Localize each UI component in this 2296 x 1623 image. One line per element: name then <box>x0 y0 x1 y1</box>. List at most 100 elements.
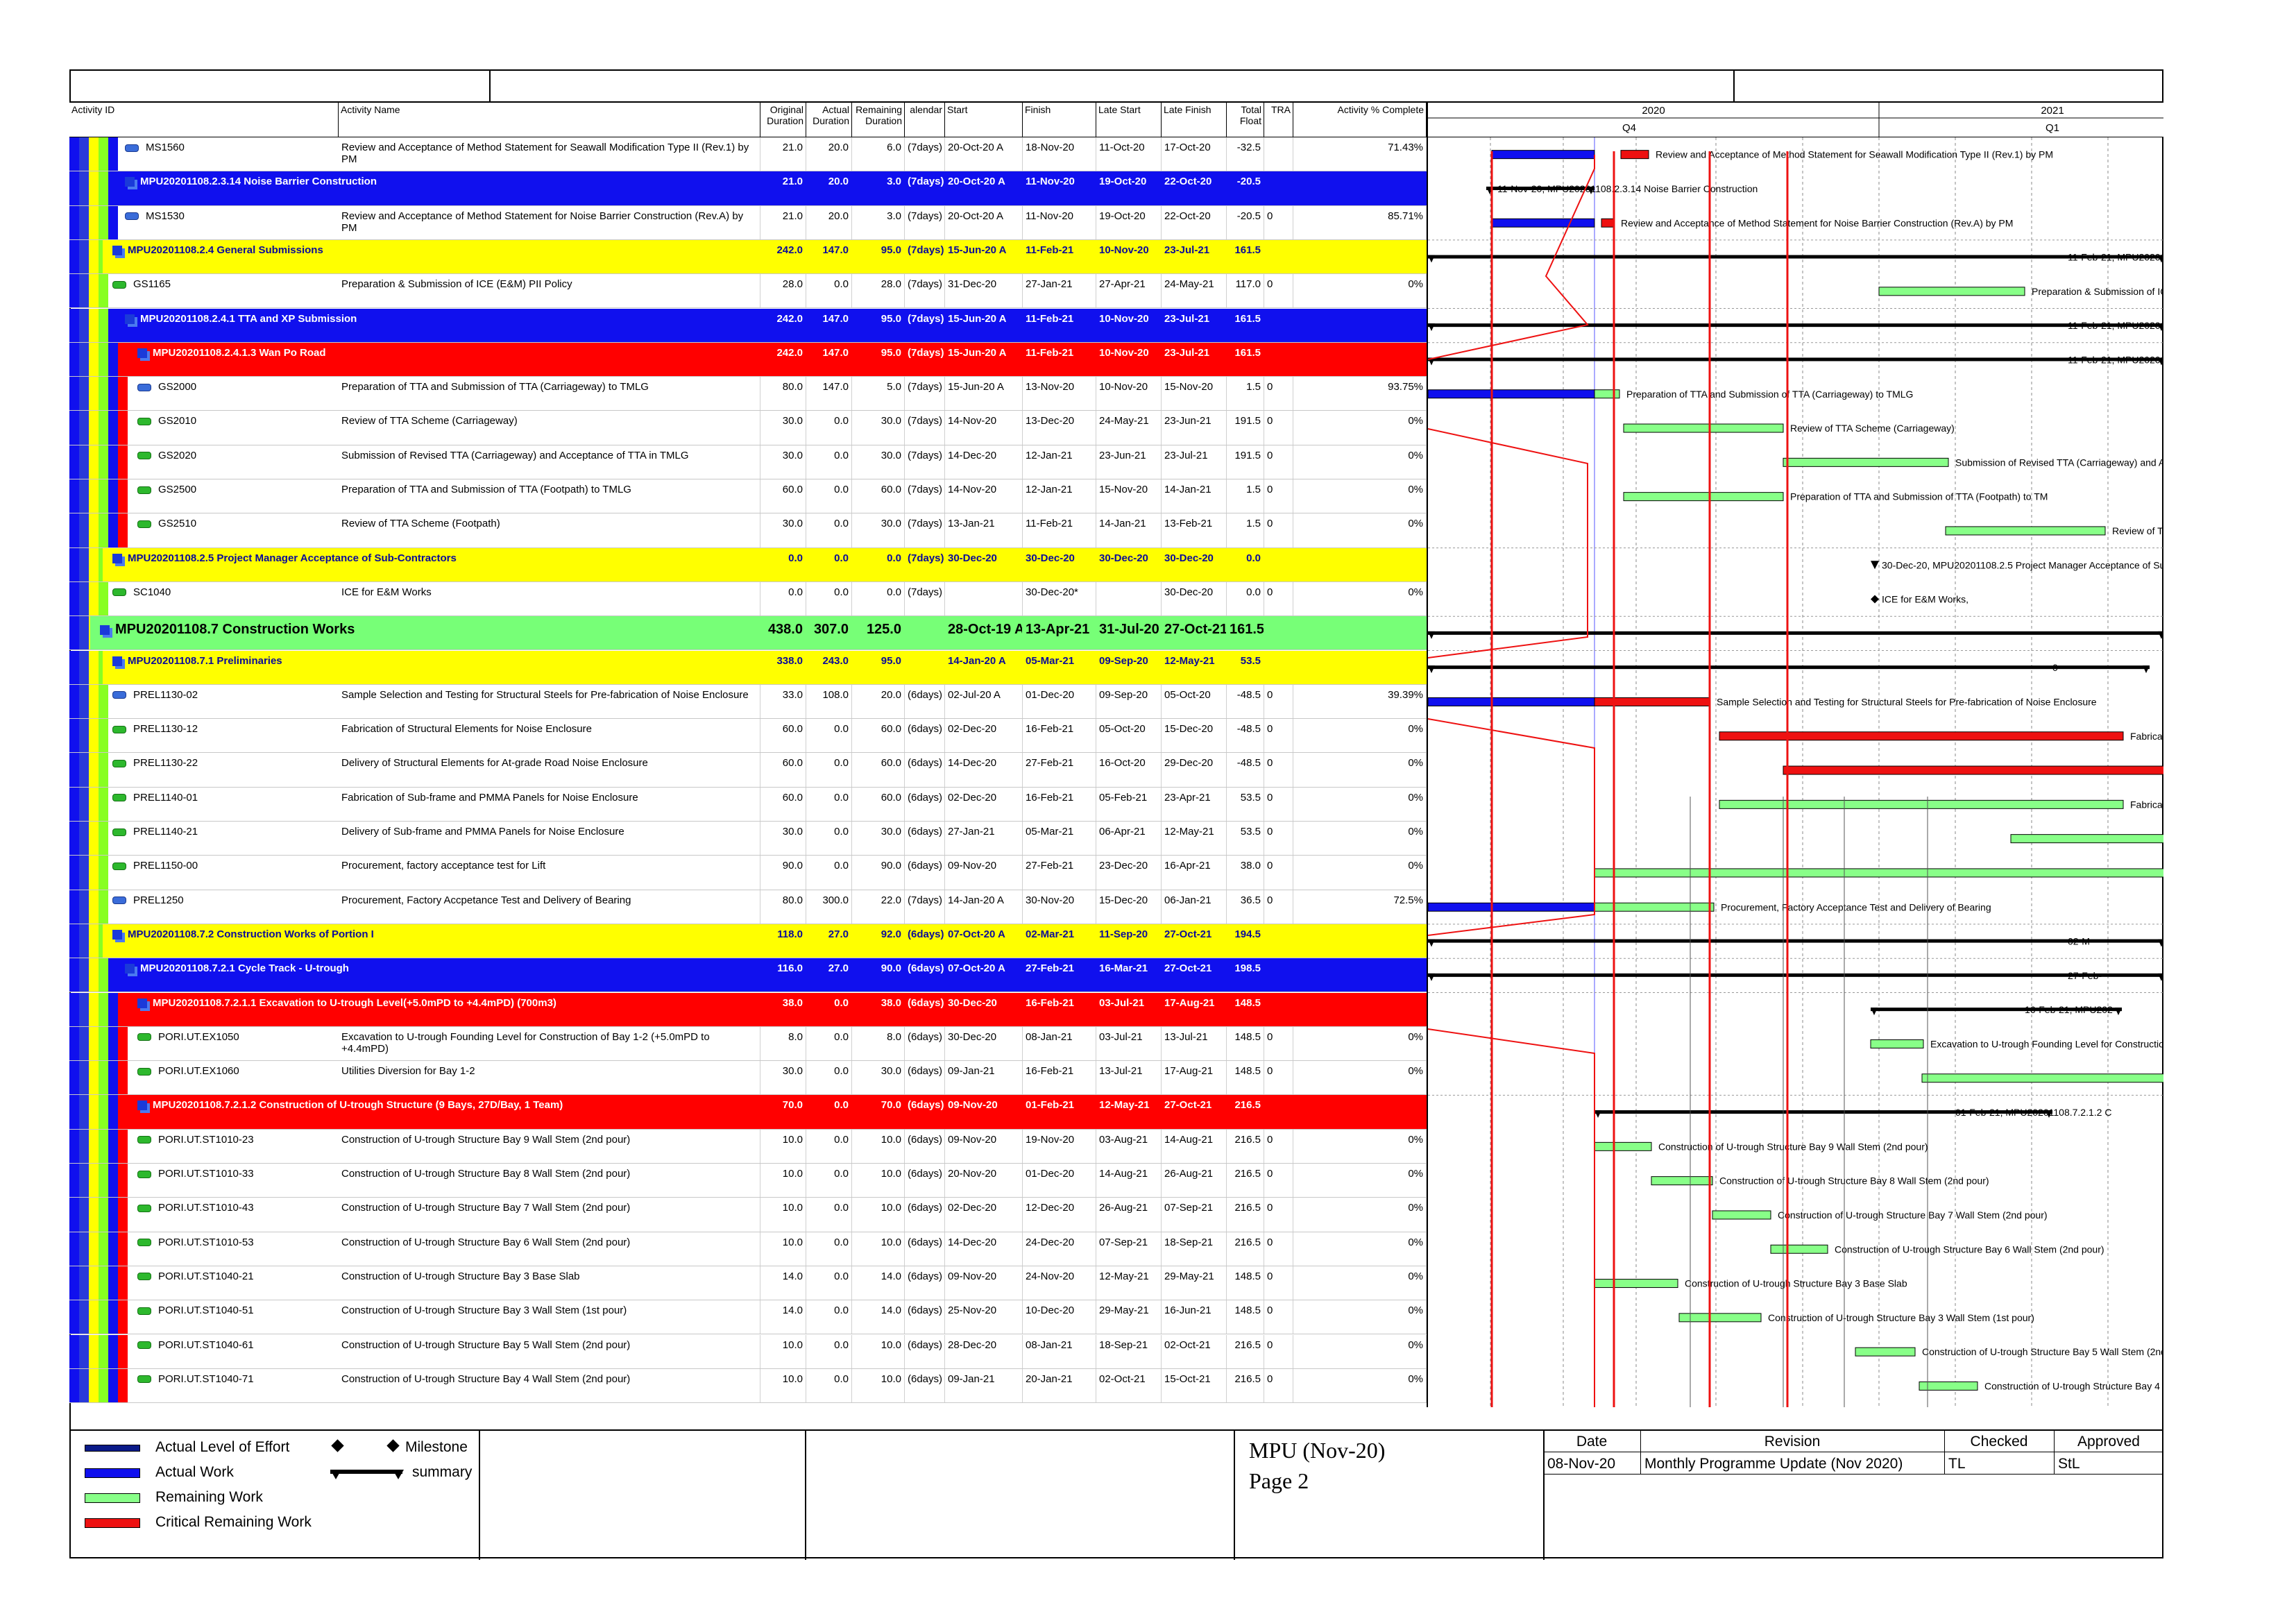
header-calendar[interactable]: alendar <box>905 103 945 137</box>
table-row[interactable]: PREL1130-02 Sample Selection and Testing … <box>69 684 1427 720</box>
actual-duration: 0.0 <box>806 856 852 890</box>
wbs-level-stripe <box>108 137 118 171</box>
header-original-duration[interactable]: Original Duration <box>760 103 806 137</box>
summary-bar-start-icon <box>1428 323 1435 332</box>
header-pct-complete[interactable]: Activity % Complete <box>1293 103 1427 137</box>
wbs-row[interactable]: MPU20201108.2.4.1 TTA and XP Submission 2… <box>69 308 1427 343</box>
wbs-row[interactable]: MPU20201108.7.2.1.2 Construction of U-tr… <box>69 1095 1427 1130</box>
table-row[interactable]: GS1165 Preparation & Submission of ICE (E… <box>69 274 1427 309</box>
gantt-chart[interactable]: 2020 2021 Q4 Q1 Review and Acceptance of Met… <box>1427 103 2163 1407</box>
table-row[interactable]: PORI.UT.ST1010-33 Construction of U-troug… <box>69 1164 1427 1198</box>
tra: 0 <box>1264 1368 1293 1403</box>
actual-duration: 0.0 <box>834 1099 849 1112</box>
header-late-finish[interactable]: Late Finish <box>1162 103 1227 137</box>
total-float: -48.5 <box>1227 719 1264 753</box>
table-row[interactable]: PORI.UT.ST1010-43 Construction of U-troug… <box>69 1198 1427 1232</box>
header-actual-duration[interactable]: Actual Duration <box>806 103 852 137</box>
table-row[interactable]: GS2010 Review of TTA Scheme (Carriageway)… <box>69 411 1427 445</box>
finish-date: 27-Jan-21 <box>1023 274 1096 308</box>
table-row[interactable]: GS2020 Submission of Revised TTA (Carriag… <box>69 445 1427 479</box>
calendar: (6days) <box>905 787 945 821</box>
wbs-level-stripe <box>69 513 79 547</box>
calendar: (6days) <box>905 1164 945 1198</box>
wbs-row[interactable]: MPU20201108.7.2.1.1 Excavation to U-trou… <box>69 992 1427 1027</box>
table-row[interactable]: PREL1130-12 Fabrication of Structural Ele… <box>69 719 1427 754</box>
wbs-level-stripe <box>118 411 128 445</box>
activity-id: GS2500 <box>135 479 339 513</box>
activity-id-text: GS2510 <box>158 518 197 530</box>
percent-complete: 71.43% <box>1293 137 1427 171</box>
finish-date: 20-Jan-21 <box>1023 1368 1096 1403</box>
table-row[interactable]: PORI.UT.ST1040-61 Construction of U-troug… <box>69 1334 1427 1369</box>
header-finish[interactable]: Finish <box>1023 103 1096 137</box>
wbs-row[interactable]: MPU20201108.7.2 Construction Works of Po… <box>69 924 1427 959</box>
original-duration: 30.0 <box>760 445 806 479</box>
wbs-level-stripe <box>99 479 108 513</box>
late-start: 12-May-21 <box>1096 1266 1162 1300</box>
header-tra[interactable]: TRA <box>1264 103 1293 137</box>
wbs-row[interactable]: MPU20201108.7.1 Preliminaries 338.0 243.0 9… <box>69 650 1427 685</box>
table-row[interactable]: MS1560 Review and Acceptance of Method St… <box>69 137 1427 172</box>
wbs-row[interactable]: MPU20201108.7.2.1 Cycle Track - U-trough… <box>69 958 1427 993</box>
calendar: (7days) <box>905 479 945 513</box>
header-remaining-duration[interactable]: Remaining Duration <box>852 103 905 137</box>
table-row[interactable]: PREL1130-22 Delivery of Structural Elemen… <box>69 753 1427 788</box>
table-row[interactable]: PORI.UT.EX1060 Utilities Diversion for Ba… <box>69 1061 1427 1096</box>
table-row[interactable]: GS2500 Preparation of TTA and Submission … <box>69 479 1427 514</box>
header-activity-id[interactable]: Activity ID <box>69 103 339 137</box>
wbs-level-stripe <box>79 1164 89 1198</box>
remaining-duration: 10.0 <box>852 1198 905 1232</box>
remaining-duration: 0.0 <box>852 581 905 616</box>
wbs-row[interactable]: MPU20201108.7 Construction Works 438.0 307… <box>69 616 1427 651</box>
late-finish: 23-Jul-21 <box>1162 445 1227 479</box>
percent-complete: 0% <box>1293 445 1427 479</box>
bar-label: Review of TTA Scheme (F <box>2112 525 2163 536</box>
table-row[interactable]: PORI.UT.ST1010-23 Construction of U-troug… <box>69 1129 1427 1164</box>
late-start: 09-Sep-20 <box>1099 654 1148 667</box>
total-float: 198.5 <box>1234 962 1261 975</box>
table-row[interactable]: PORI.UT.EX1050 Excavation to U-trough Fou… <box>69 1026 1427 1062</box>
start-date: 14-Dec-20 <box>945 753 1023 787</box>
table-row[interactable]: PREL1250 Procurement, Factory Accpetance … <box>69 890 1427 924</box>
actual-duration: 147.0 <box>822 346 849 359</box>
activity-id-text: MS1560 <box>146 142 185 153</box>
total-float: 161.5 <box>1234 346 1261 359</box>
table-row[interactable]: PORI.UT.ST1040-21 Construction of U-troug… <box>69 1266 1427 1301</box>
original-duration: 80.0 <box>760 890 806 924</box>
calendar: (6days) <box>905 753 945 787</box>
header-late-start[interactable]: Late Start <box>1096 103 1162 137</box>
table-row[interactable]: GS2510 Review of TTA Scheme (Footpath) 30.… <box>69 513 1427 548</box>
table-row[interactable]: GS2000 Preparation of TTA and Submission … <box>69 377 1427 411</box>
activity-bar-icon <box>112 280 126 289</box>
actual-duration: 0.0 <box>806 513 852 547</box>
activity-id-text: MPU20201108.2.3.14 Noise Barrier Constru… <box>140 176 377 188</box>
header-total-float[interactable]: Total Float <box>1227 103 1264 137</box>
table-row[interactable]: PORI.UT.ST1040-71 Construction of U-troug… <box>69 1368 1427 1404</box>
original-duration: 14.0 <box>760 1266 806 1300</box>
wbs-row[interactable]: MPU20201108.2.4 General Submissions 242.0… <box>69 239 1427 275</box>
header-start[interactable]: Start <box>945 103 1023 137</box>
table-row[interactable]: PREL1140-01 Fabrication of Sub-frame and … <box>69 787 1427 822</box>
table-row[interactable]: PORI.UT.ST1040-51 Construction of U-troug… <box>69 1300 1427 1335</box>
actual-duration: 20.0 <box>828 176 849 188</box>
header-activity-name[interactable]: Activity Name <box>339 103 760 137</box>
wbs-row[interactable]: MPU20201108.2.3.14 Noise Barrier Constru… <box>69 171 1427 206</box>
checked-header: Checked <box>1970 1434 2028 1450</box>
wbs-level-stripe <box>69 822 79 856</box>
table-row[interactable]: MS1530 Review and Acceptance of Method St… <box>69 205 1427 240</box>
original-duration: 60.0 <box>760 719 806 753</box>
bar-label: Sample Selection and Testing for Structu… <box>1717 696 2097 707</box>
wbs-row[interactable]: MPU20201108.2.4.1.3 Wan Po Road 242.0 147.… <box>69 342 1427 377</box>
bar-label: 02-M <box>2068 936 2090 947</box>
late-finish: 17-Oct-20 <box>1162 137 1227 171</box>
percent-complete: 0% <box>1293 719 1427 753</box>
table-row[interactable]: PREL1140-21 Delivery of Sub-frame and PMM… <box>69 822 1427 856</box>
finish-date: 08-Jan-21 <box>1023 1334 1096 1368</box>
calendar: (7days) <box>905 890 945 924</box>
wbs-row[interactable]: MPU20201108.2.5 Project Manager Acceptan… <box>69 547 1427 582</box>
table-row[interactable]: PORI.UT.ST1010-53 Construction of U-troug… <box>69 1232 1427 1266</box>
finish-date: 30-Dec-20 <box>1026 552 1075 564</box>
table-row[interactable]: PREL1150-00 Procurement, factory acceptan… <box>69 856 1427 890</box>
bar-label: Review of TTA Scheme (Carriageway) <box>1790 423 1955 434</box>
table-row[interactable]: SC1040 ICE for E&M Works 0.0 0.0 0.0 (7days) 3… <box>69 581 1427 617</box>
